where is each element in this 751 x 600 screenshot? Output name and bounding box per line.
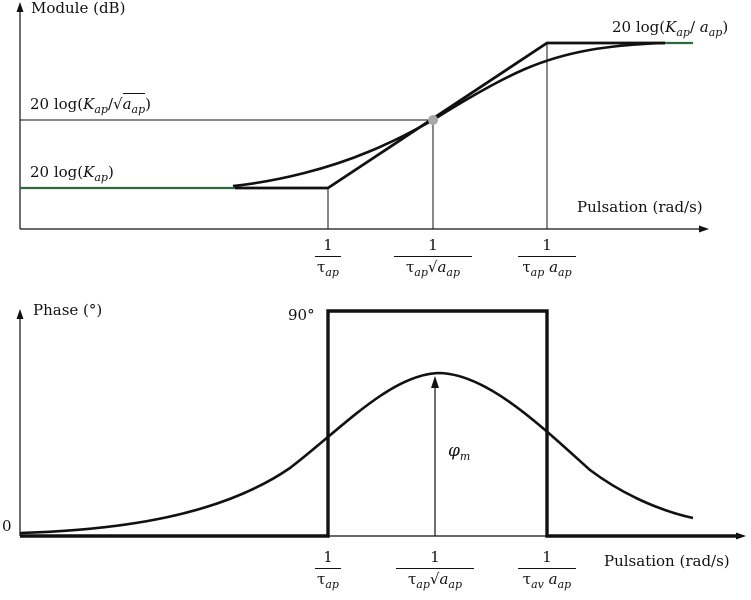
- magnitude-tick-2: 1 τap√aap: [388, 238, 478, 278]
- phase-y-arrow: [16, 309, 24, 319]
- real-magnitude-curve: [232, 41, 666, 188]
- phase-x-arrow: [736, 532, 746, 540]
- phi-max-label: φm: [448, 441, 471, 463]
- high-level-label: 20 log(Kap/ aap): [612, 18, 729, 39]
- phase-zero-label: 0: [2, 517, 12, 535]
- phase-tick-1: 1 τap: [308, 550, 348, 590]
- magnitude-plot: [16, 2, 709, 233]
- magnitude-x-arrow: [699, 225, 709, 233]
- asymptotic-magnitude: [235, 41, 665, 190]
- magnitude-tick-3: 1 τap aap: [512, 238, 582, 278]
- ideal-phase-rectangle: [20, 309, 740, 538]
- magnitude-pulsation-label: Pulsation (rad/s): [577, 198, 703, 216]
- phase-pulsation-label: Pulsation (rad/s): [604, 552, 730, 570]
- low-level-label: 20 log(Kap): [30, 163, 114, 184]
- phase-tick-3: 1 τav aap: [512, 550, 582, 590]
- phase-axis-label: Phase (°): [33, 301, 103, 319]
- phase-plot: [16, 309, 746, 540]
- mid-level-label: 20 log(Kap/√aap): [30, 93, 152, 116]
- magnitude-axis-label: Module (dB): [31, 0, 126, 17]
- phi-max-arrowhead: [431, 376, 439, 388]
- phase-tick-2: 1 τap√aap: [390, 550, 480, 590]
- real-phase-curve: [19, 371, 694, 535]
- magnitude-tick-1: 1 τap: [308, 238, 348, 278]
- crossover-marker: [428, 115, 438, 125]
- phase-90-label: 90°: [288, 306, 315, 324]
- magnitude-y-arrow: [16, 2, 24, 12]
